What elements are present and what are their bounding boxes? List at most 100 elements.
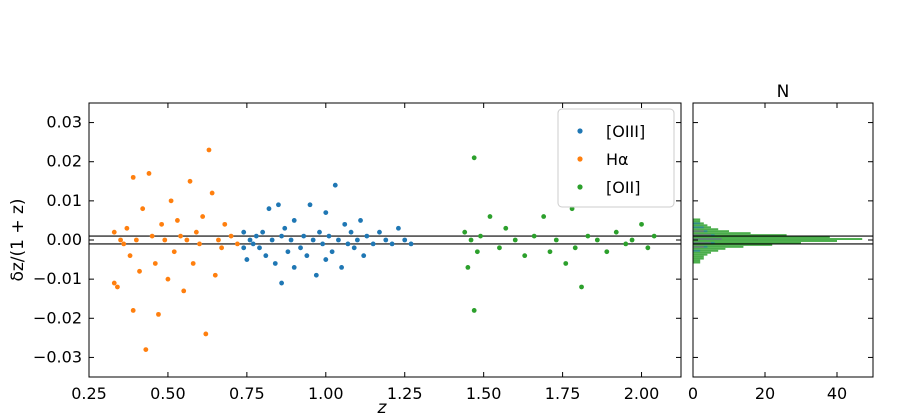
point-0-25 [313, 272, 319, 278]
point-1-4 [121, 241, 127, 247]
point-1-12 [143, 347, 149, 352]
point-1-22 [175, 218, 180, 223]
hist-bar-0-2 [693, 257, 704, 260]
point-0-27 [320, 241, 326, 247]
point-0-11 [272, 261, 278, 266]
point-0-18 [291, 218, 297, 223]
hist-x-tick-label-0: 0 [688, 384, 698, 403]
point-2-7 [487, 214, 493, 219]
y-tick-label-6: 0.03 [46, 113, 82, 132]
point-1-16 [156, 311, 161, 317]
hist-bar-0-5 [693, 251, 711, 254]
legend-marker-1 [577, 156, 583, 162]
point-2-16 [563, 261, 569, 266]
point-2-15 [553, 237, 559, 243]
y-tick-label-1: −0.02 [33, 308, 82, 327]
hist-bar-0-1 [693, 259, 701, 262]
hist-bar-0-11 [693, 240, 837, 242]
y-tick-label-3: 0.00 [46, 230, 82, 249]
point-0-40 [358, 218, 363, 223]
hist-series-0 [693, 218, 863, 264]
series-1-points [111, 147, 240, 352]
point-0-33 [336, 237, 341, 243]
hist-bar-2-5 [693, 230, 708, 233]
point-2-14 [547, 249, 553, 255]
point-1-10 [137, 268, 142, 274]
x-tick-label-7: 2.00 [624, 384, 660, 403]
point-0-10 [269, 237, 275, 243]
point-1-0 [111, 229, 117, 235]
hist-bar-2-2 [693, 241, 715, 244]
point-2-6 [478, 233, 483, 239]
y-tick-label-2: −0.01 [33, 269, 82, 288]
point-0-5 [253, 233, 259, 239]
legend-label-2: [OII] [606, 178, 641, 197]
x-tick-label-6: 1.75 [545, 384, 581, 403]
point-1-36 [219, 245, 225, 251]
x-tick-label-5: 1.50 [466, 384, 502, 403]
point-0-36 [345, 241, 351, 247]
histogram-panel: 0 20 40 N [688, 82, 874, 403]
point-1-9 [133, 237, 139, 243]
point-1-7 [130, 174, 136, 180]
point-0-8 [263, 253, 269, 259]
point-0-31 [329, 249, 335, 255]
hist-bar-0-3 [693, 255, 704, 258]
hist-bar-0-7 [693, 247, 726, 250]
point-0-45 [383, 237, 389, 243]
point-2-5 [474, 249, 480, 255]
legend-marker-0 [577, 128, 583, 134]
point-0-39 [354, 237, 360, 243]
point-0-14 [279, 280, 284, 286]
point-1-24 [181, 288, 187, 294]
series-2-points [462, 155, 657, 313]
point-2-8 [497, 245, 502, 251]
point-1-8 [130, 308, 136, 313]
point-1-39 [234, 241, 240, 247]
point-1-34 [212, 272, 218, 278]
point-1-21 [171, 249, 177, 255]
point-0-46 [389, 241, 395, 247]
point-2-1 [465, 265, 471, 270]
point-1-17 [159, 221, 165, 227]
point-1-18 [162, 237, 168, 243]
point-2-22 [604, 249, 610, 255]
point-0-15 [282, 225, 288, 231]
point-2-27 [645, 245, 651, 251]
hist-bar-0-10 [693, 241, 801, 244]
point-0-0 [241, 245, 247, 251]
hist-bar-2-3 [693, 238, 722, 240]
hist-bar-2-4 [693, 234, 715, 237]
point-0-41 [361, 253, 367, 259]
x-tick-label-3: 1.00 [308, 384, 344, 403]
hist-bar-0-15 [693, 232, 751, 235]
hist-bar-0-4 [693, 253, 708, 256]
point-0-4 [250, 241, 256, 247]
point-1-1 [111, 280, 117, 286]
hist-bar-0-13 [693, 236, 830, 239]
point-0-44 [377, 229, 382, 235]
point-2-19 [579, 284, 584, 290]
point-1-15 [152, 261, 158, 266]
scatter-panel: 0.25 0.50 0.75 1.00 1.25 1.50 1.75 2.00 −0.03 −0.… [8, 102, 682, 418]
point-1-29 [197, 241, 202, 247]
point-1-23 [178, 233, 183, 239]
point-0-48 [402, 237, 408, 243]
point-1-26 [187, 178, 193, 184]
point-0-29 [323, 257, 329, 262]
legend: [OIII] Hα [OII] [557, 108, 675, 208]
hist-bar-2-6 [693, 226, 704, 229]
series-0-points [241, 182, 414, 286]
point-2-21 [594, 237, 600, 243]
hist-bar-2-1 [693, 245, 708, 248]
point-0-1 [241, 229, 247, 235]
hist-bar-0-14 [693, 234, 787, 237]
point-1-30 [200, 214, 206, 219]
point-0-49 [408, 241, 414, 247]
point-2-0 [462, 229, 468, 235]
point-1-5 [124, 225, 130, 231]
point-0-13 [279, 233, 284, 239]
point-1-2 [115, 284, 120, 290]
point-0-28 [323, 210, 329, 216]
